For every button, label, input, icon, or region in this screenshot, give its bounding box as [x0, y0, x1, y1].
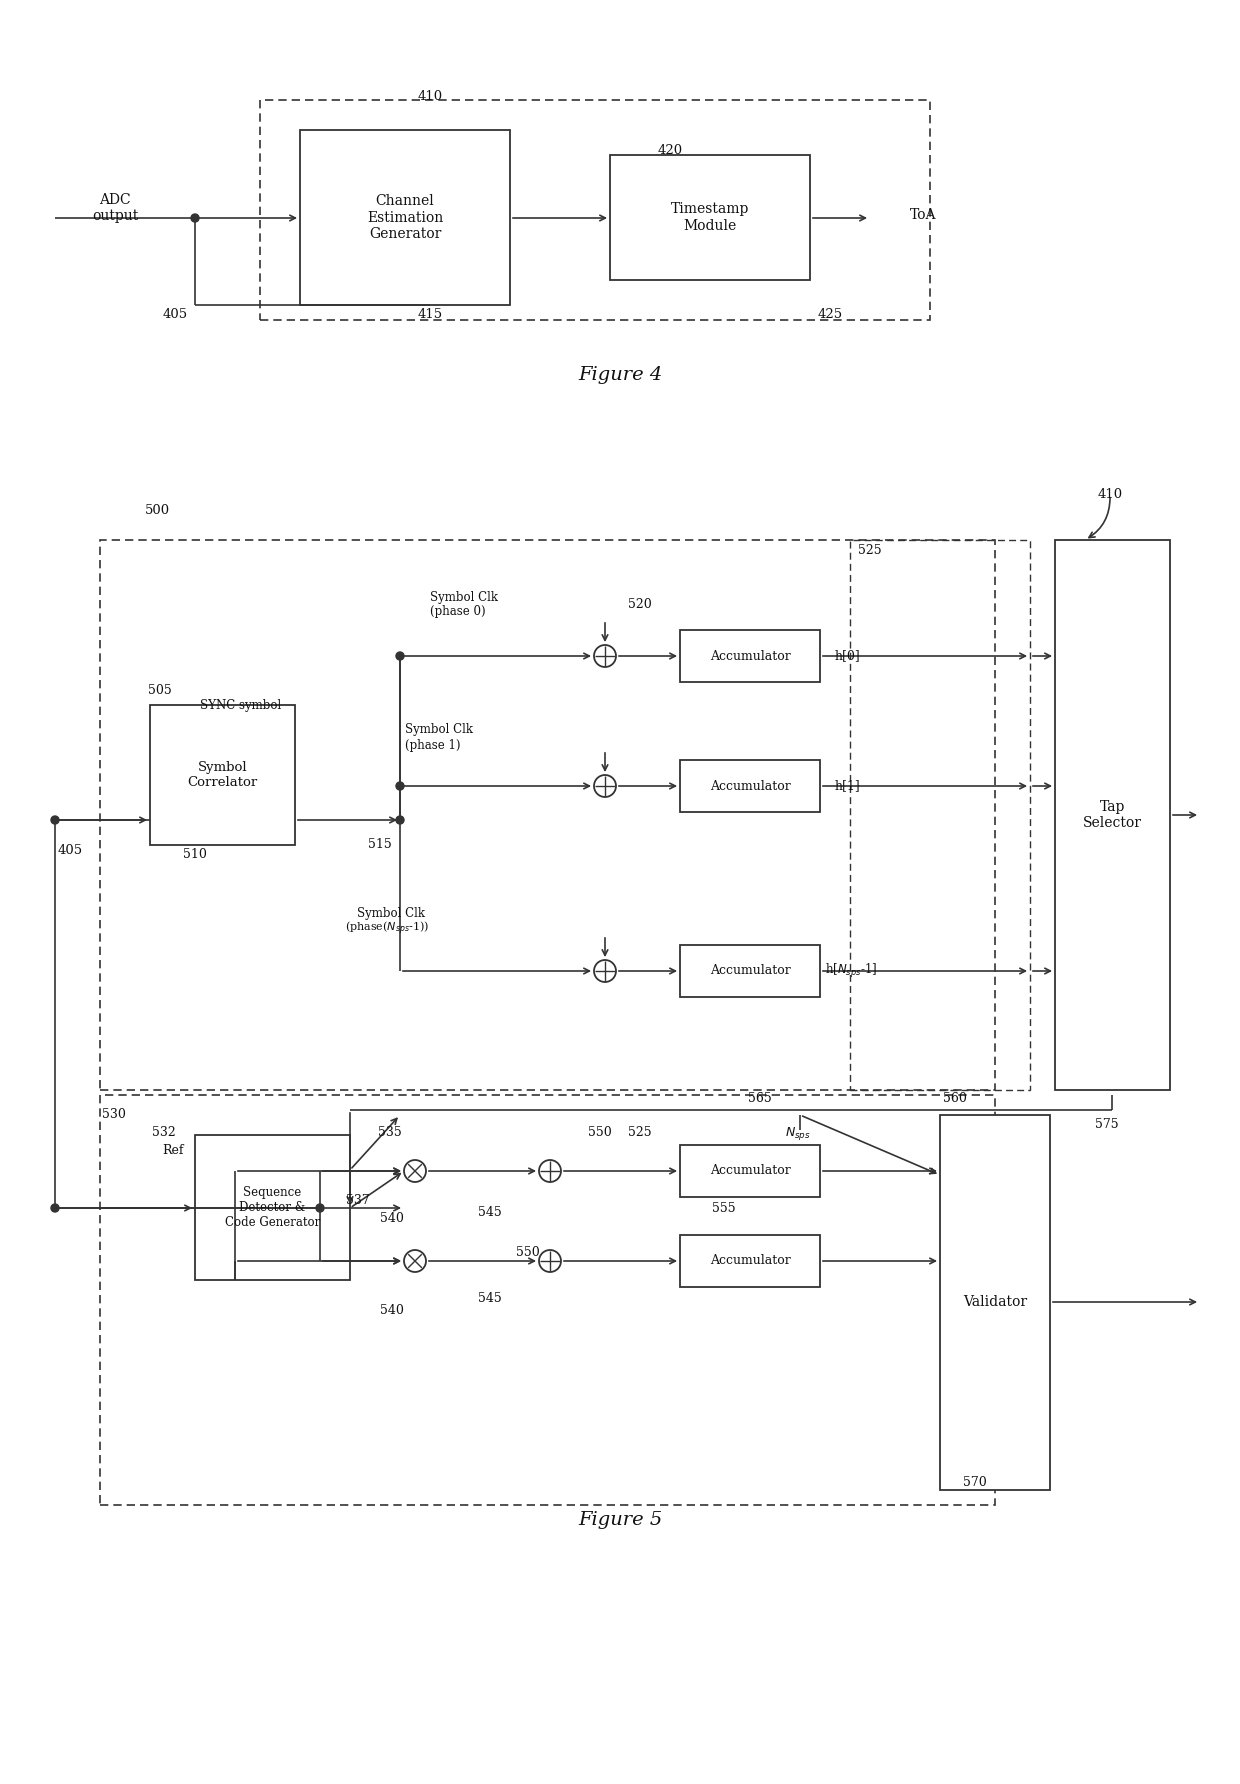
Circle shape — [539, 1160, 560, 1183]
Circle shape — [396, 815, 404, 824]
Circle shape — [396, 651, 404, 660]
Text: 540: 540 — [381, 1304, 404, 1317]
Bar — [195, 1135, 350, 1279]
Text: 415: 415 — [418, 309, 443, 321]
Text: Accumulator: Accumulator — [709, 965, 790, 978]
Circle shape — [404, 1251, 427, 1272]
Bar — [260, 100, 930, 319]
Text: h[0]: h[0] — [835, 649, 861, 662]
Text: 550: 550 — [516, 1247, 539, 1260]
Text: h[1]: h[1] — [835, 780, 861, 792]
Text: ToA: ToA — [910, 209, 936, 221]
Bar — [610, 155, 810, 280]
Circle shape — [396, 781, 404, 790]
Text: 525: 525 — [858, 544, 882, 557]
Text: 560: 560 — [944, 1092, 967, 1104]
Text: (phase 1): (phase 1) — [405, 739, 460, 751]
Text: 405: 405 — [58, 844, 83, 856]
Text: Accumulator: Accumulator — [709, 649, 790, 662]
Circle shape — [594, 646, 616, 667]
Text: 505: 505 — [148, 683, 172, 696]
Circle shape — [316, 1204, 324, 1211]
Text: (phase($N_{sps}$-1)): (phase($N_{sps}$-1)) — [345, 919, 429, 937]
Text: Channel
Estimation
Generator: Channel Estimation Generator — [367, 194, 443, 241]
Bar — [680, 760, 820, 812]
Text: Validator: Validator — [963, 1295, 1027, 1309]
Text: 405: 405 — [162, 309, 187, 321]
Text: 410: 410 — [418, 89, 443, 102]
Bar — [150, 705, 295, 846]
Text: $N_{sps}$: $N_{sps}$ — [785, 1124, 811, 1142]
Circle shape — [191, 214, 198, 221]
Text: 545: 545 — [479, 1292, 502, 1304]
Text: 540: 540 — [381, 1211, 404, 1224]
Text: 532: 532 — [153, 1126, 176, 1140]
Text: Figure 4: Figure 4 — [578, 366, 662, 384]
Bar — [680, 630, 820, 681]
Text: 530: 530 — [102, 1108, 126, 1122]
Text: 545: 545 — [479, 1206, 502, 1220]
Text: ADC
output: ADC output — [92, 193, 138, 223]
Text: Accumulator: Accumulator — [709, 1165, 790, 1177]
Text: 550: 550 — [588, 1126, 611, 1140]
Text: Symbol Clk: Symbol Clk — [357, 906, 425, 919]
Bar — [300, 130, 510, 305]
Text: SYNC symbol: SYNC symbol — [200, 699, 281, 712]
Text: 537: 537 — [346, 1193, 370, 1206]
Text: 555: 555 — [712, 1201, 735, 1215]
Bar — [100, 541, 994, 1090]
Text: Figure 5: Figure 5 — [578, 1511, 662, 1529]
Circle shape — [51, 1204, 60, 1211]
Bar — [940, 1115, 1050, 1490]
Text: h[$N_{sps}$-1]: h[$N_{sps}$-1] — [825, 962, 877, 979]
Text: 520: 520 — [629, 598, 652, 612]
Text: 510: 510 — [184, 849, 207, 862]
Text: Symbol
Correlator: Symbol Correlator — [187, 762, 258, 789]
Text: 515: 515 — [368, 838, 392, 851]
Text: 410: 410 — [1097, 489, 1122, 501]
Text: Tap
Selector: Tap Selector — [1083, 799, 1142, 830]
Text: Symbol Clk: Symbol Clk — [405, 724, 472, 737]
Circle shape — [51, 815, 60, 824]
Text: Ref: Ref — [162, 1144, 184, 1156]
Text: 420: 420 — [657, 143, 682, 157]
Circle shape — [404, 1160, 427, 1183]
Text: 565: 565 — [748, 1092, 771, 1104]
Bar — [680, 946, 820, 997]
Text: Timestamp
Module: Timestamp Module — [671, 202, 749, 232]
Circle shape — [594, 774, 616, 797]
Bar — [1055, 541, 1171, 1090]
Bar — [680, 1235, 820, 1286]
Circle shape — [539, 1251, 560, 1272]
Text: 575: 575 — [1095, 1119, 1118, 1131]
Text: 500: 500 — [145, 503, 170, 517]
Text: Accumulator: Accumulator — [709, 1254, 790, 1267]
Bar — [100, 1095, 994, 1506]
Text: 570: 570 — [963, 1477, 987, 1490]
Text: 525: 525 — [629, 1126, 652, 1140]
Text: 425: 425 — [817, 309, 842, 321]
Text: Symbol Clk: Symbol Clk — [430, 592, 498, 605]
Bar — [849, 541, 1030, 1090]
Text: (phase 0): (phase 0) — [430, 605, 486, 619]
Text: Sequence
Detector &
Code Generator: Sequence Detector & Code Generator — [224, 1186, 320, 1229]
Text: Accumulator: Accumulator — [709, 780, 790, 792]
Circle shape — [594, 960, 616, 981]
Text: 535: 535 — [378, 1126, 402, 1140]
Bar — [680, 1145, 820, 1197]
